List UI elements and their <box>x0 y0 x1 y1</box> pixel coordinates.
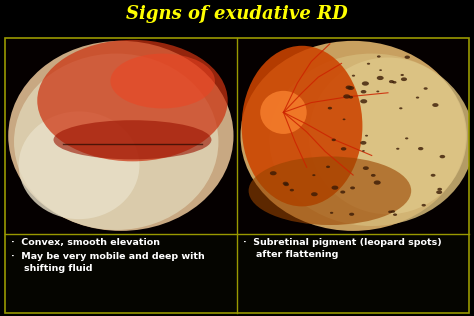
Ellipse shape <box>37 40 228 161</box>
Ellipse shape <box>343 94 350 99</box>
Ellipse shape <box>393 213 397 216</box>
Bar <box>237 38 469 234</box>
Ellipse shape <box>330 212 333 214</box>
Ellipse shape <box>312 174 316 176</box>
Ellipse shape <box>361 90 366 94</box>
Ellipse shape <box>436 190 442 194</box>
Ellipse shape <box>424 87 428 90</box>
Ellipse shape <box>352 75 355 77</box>
Ellipse shape <box>341 147 346 150</box>
Ellipse shape <box>367 63 370 65</box>
Ellipse shape <box>284 183 289 186</box>
Ellipse shape <box>399 107 402 109</box>
Ellipse shape <box>421 204 426 207</box>
Bar <box>5 38 237 234</box>
Ellipse shape <box>401 77 407 81</box>
Ellipse shape <box>391 210 395 213</box>
Ellipse shape <box>388 210 392 213</box>
Ellipse shape <box>418 147 423 150</box>
Text: Signs of exudative RD: Signs of exudative RD <box>126 5 348 23</box>
Ellipse shape <box>248 156 411 225</box>
Ellipse shape <box>328 107 332 109</box>
Ellipse shape <box>283 182 288 185</box>
Ellipse shape <box>270 171 277 175</box>
Bar <box>5 234 237 313</box>
Ellipse shape <box>362 81 369 86</box>
Ellipse shape <box>346 86 352 89</box>
Text: ·  Subretinal pigment (leopard spots)
    after flattening: · Subretinal pigment (leopard spots) aft… <box>243 238 442 259</box>
Ellipse shape <box>311 192 318 196</box>
Ellipse shape <box>392 81 397 84</box>
Bar <box>5 38 469 313</box>
Ellipse shape <box>260 91 307 134</box>
Ellipse shape <box>290 189 294 191</box>
Ellipse shape <box>431 174 436 177</box>
Ellipse shape <box>8 41 234 231</box>
Ellipse shape <box>347 86 354 90</box>
Ellipse shape <box>438 188 442 191</box>
Ellipse shape <box>340 191 345 194</box>
Ellipse shape <box>439 155 445 158</box>
Ellipse shape <box>376 91 379 92</box>
Text: ·  May be very mobile and deep with
    shifting fluid: · May be very mobile and deep with shift… <box>11 252 204 273</box>
Ellipse shape <box>396 148 400 150</box>
Ellipse shape <box>371 174 375 177</box>
Ellipse shape <box>348 96 353 99</box>
Ellipse shape <box>363 166 369 170</box>
Ellipse shape <box>405 56 410 59</box>
Ellipse shape <box>401 74 404 76</box>
Ellipse shape <box>343 118 346 120</box>
Ellipse shape <box>416 97 419 99</box>
Ellipse shape <box>242 46 363 206</box>
Ellipse shape <box>18 111 139 219</box>
Ellipse shape <box>350 186 355 189</box>
Ellipse shape <box>377 76 383 80</box>
Ellipse shape <box>379 69 382 71</box>
Ellipse shape <box>309 58 467 214</box>
Ellipse shape <box>360 141 366 145</box>
Ellipse shape <box>331 185 338 190</box>
Ellipse shape <box>332 138 336 141</box>
Ellipse shape <box>389 80 394 83</box>
Ellipse shape <box>377 55 381 58</box>
Ellipse shape <box>326 166 330 168</box>
Ellipse shape <box>365 135 368 137</box>
Ellipse shape <box>405 137 408 139</box>
Ellipse shape <box>349 213 354 216</box>
Ellipse shape <box>360 99 367 103</box>
Ellipse shape <box>110 54 215 108</box>
Ellipse shape <box>14 54 219 230</box>
Text: ·  Convex, smooth elevation: · Convex, smooth elevation <box>11 238 160 247</box>
Ellipse shape <box>54 120 211 159</box>
Ellipse shape <box>270 54 474 226</box>
Ellipse shape <box>432 103 438 107</box>
Ellipse shape <box>240 41 466 231</box>
Bar <box>237 234 469 313</box>
Ellipse shape <box>362 150 365 152</box>
Ellipse shape <box>374 180 381 185</box>
